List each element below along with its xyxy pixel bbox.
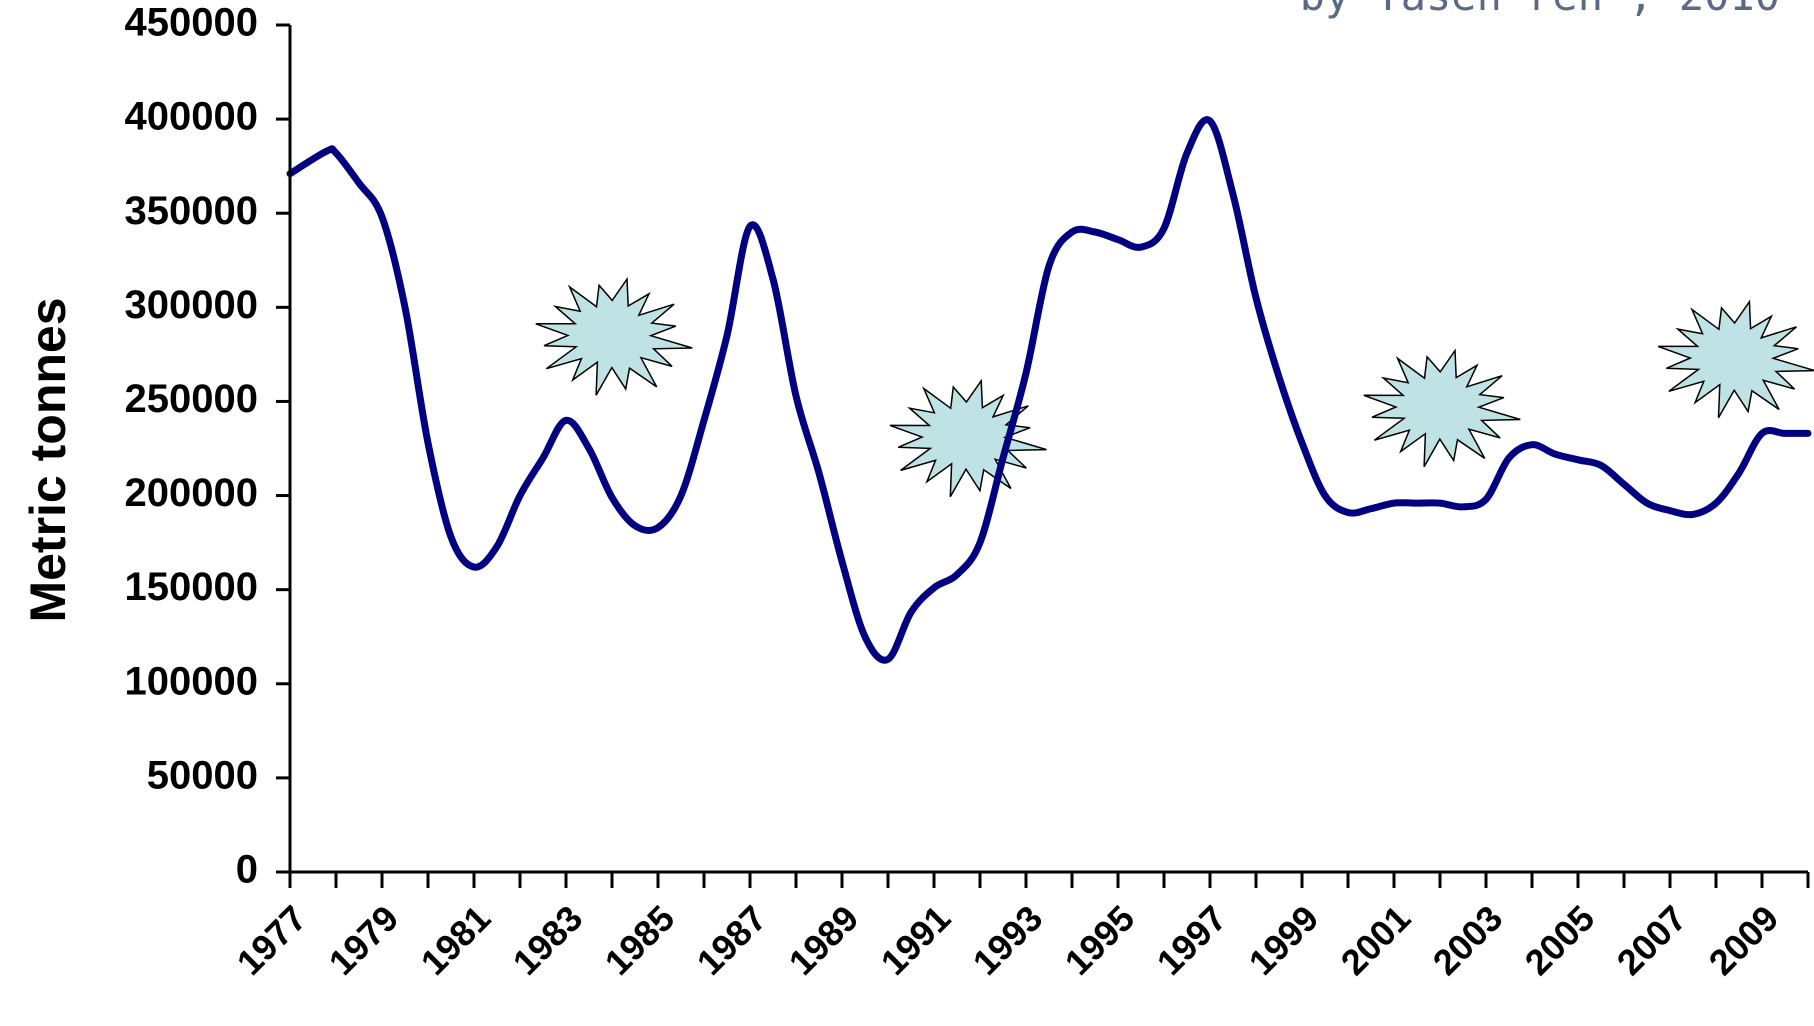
corner-note: by Yasen ren , 2010 xyxy=(1300,0,1780,20)
y-tick-label: 250000 xyxy=(125,377,258,421)
x-tick-label: 1989 xyxy=(781,897,867,983)
starburst-3 xyxy=(1363,348,1521,468)
starburst-4 xyxy=(1657,299,1814,419)
x-tick-label: 1977 xyxy=(229,897,315,983)
x-tick-label: 1999 xyxy=(1241,897,1327,983)
x-tick-label: 2003 xyxy=(1425,897,1511,983)
x-tick-label: 1995 xyxy=(1057,897,1143,983)
starburst-1 xyxy=(535,276,693,396)
y-axis-title: Metric tonnes xyxy=(20,297,76,622)
x-tick-label: 1997 xyxy=(1149,897,1235,983)
x-tick-label: 1983 xyxy=(505,897,591,983)
y-tick-label: 450000 xyxy=(125,1,258,45)
y-tick-label: 300000 xyxy=(125,283,258,327)
x-tick-label: 2009 xyxy=(1701,897,1787,983)
y-tick-label: 400000 xyxy=(125,95,258,139)
x-tick-label: 1993 xyxy=(965,897,1051,983)
series-group xyxy=(286,116,1812,664)
y-tick-label: 100000 xyxy=(125,659,258,703)
y-tick-label: 150000 xyxy=(125,565,258,609)
starburst-2 xyxy=(889,378,1047,498)
x-tick-label: 1985 xyxy=(597,897,683,983)
y-tick-label: 200000 xyxy=(125,471,258,515)
x-tick-label: 2001 xyxy=(1333,897,1419,983)
y-tick-label: 0 xyxy=(236,848,258,892)
x-tick-label: 2005 xyxy=(1517,897,1603,983)
x-tick-label: 1991 xyxy=(873,897,959,983)
x-tick-label: 1987 xyxy=(689,897,775,983)
y-tick-label: 50000 xyxy=(147,753,258,797)
y-tick-label: 350000 xyxy=(125,189,258,233)
x-tick-label: 1981 xyxy=(413,897,499,983)
x-tick-label: 1979 xyxy=(321,897,407,983)
x-tick-label: 2007 xyxy=(1609,897,1695,983)
starburst-annotations xyxy=(535,276,1814,498)
axes: 0 50000 100000 150000 200000 250000 300000 3500… xyxy=(125,1,1810,983)
series-line-1 xyxy=(286,116,1812,664)
